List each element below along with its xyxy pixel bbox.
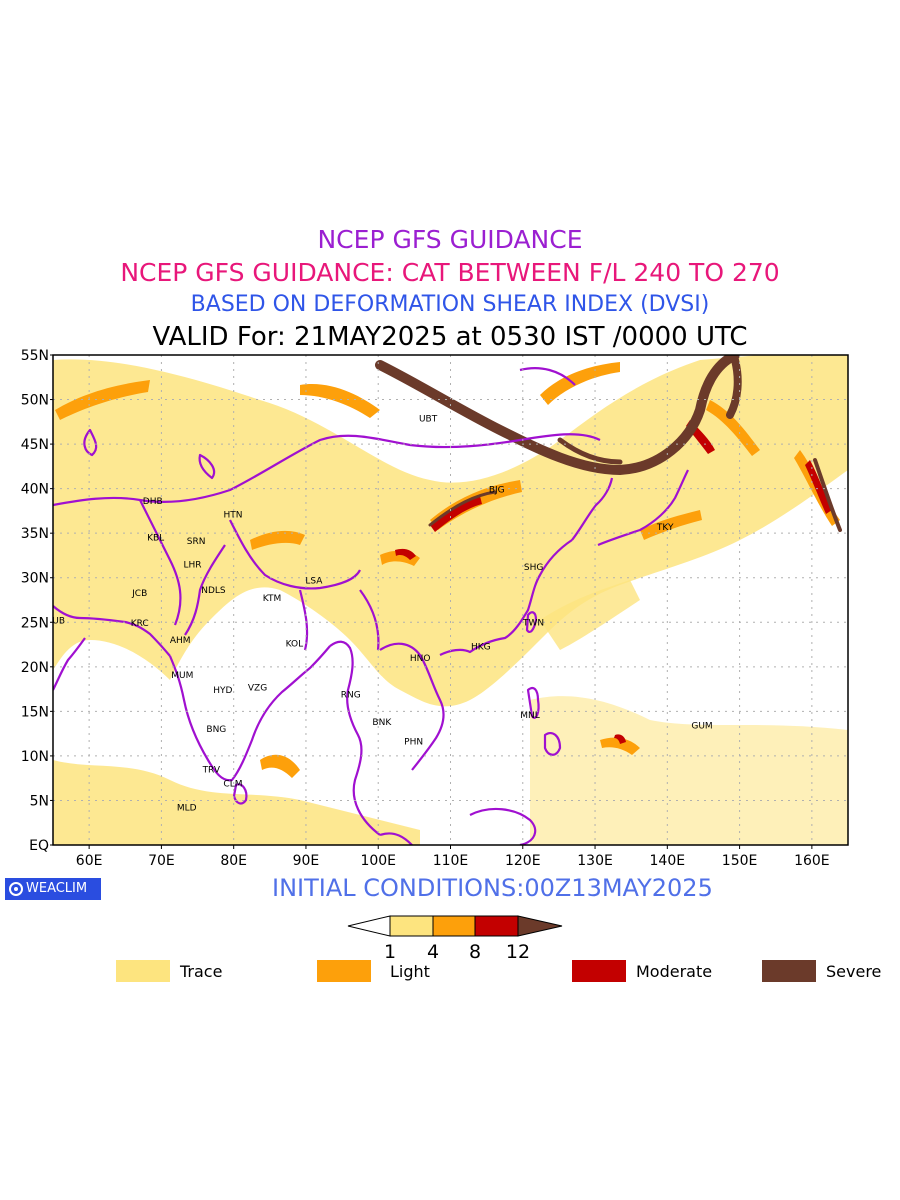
station-label: BNG (206, 725, 226, 735)
lat-label: 35N (21, 526, 49, 542)
legend-label-severe: Severe (826, 962, 882, 981)
station-label: HTN (223, 510, 242, 520)
colorbar: 1 4 8 12 (347, 915, 563, 963)
lon-label: 140E (650, 853, 686, 869)
station-label: SRN (187, 537, 206, 547)
lat-label: 25N (21, 615, 49, 631)
lon-label: 110E (433, 853, 469, 869)
coastlines-and-borders (53, 367, 689, 845)
valid-time-line: VALID For: 21MAY2025 at 0530 IST /0000 U… (152, 322, 748, 352)
lon-label: 80E (220, 853, 247, 869)
initial-conditions: INITIAL CONDITIONS:00Z13MAY2025 (272, 874, 713, 902)
colorbar-segment-trace (389, 915, 434, 937)
station-label: JCB (131, 589, 147, 599)
lat-label: EQ (29, 838, 49, 854)
station-label: HNO (410, 654, 431, 664)
colorbar-upper-arrow (517, 915, 563, 937)
station-label: UBT (419, 414, 438, 424)
station-label: PHN (404, 738, 423, 748)
station-label: KTM (263, 594, 281, 604)
lat-label: 20N (21, 660, 49, 676)
lat-label: 30N (21, 571, 49, 587)
lon-label: 90E (293, 853, 320, 869)
station-label: CLM (223, 780, 242, 790)
map-plot-area: UBT BJG TKY DHB HTN KBL SRN LHR SHG LSA JCB NDLS KTM… (45, 355, 848, 845)
station-label: HYD (213, 686, 232, 696)
station-label: VZG (248, 683, 267, 693)
lat-label: 40N (21, 482, 49, 498)
globe-icon (9, 882, 23, 896)
station-label: TWN (522, 618, 544, 628)
station-label: MUM (171, 671, 193, 681)
lon-label: 160E (794, 853, 830, 869)
title-line-2: NCEP GFS GUIDANCE: CAT BETWEEN F/L 240 T… (120, 258, 780, 287)
colorbar-tick: 12 (506, 941, 530, 963)
station-label: TRV (202, 765, 221, 775)
legend-swatch-moderate (572, 960, 626, 982)
lat-label: 55N (21, 348, 49, 364)
station-label: KRC (131, 619, 149, 629)
lat-label: 15N (21, 704, 49, 720)
logo-text: WEACLIM (26, 881, 88, 896)
station-label: GUM (691, 722, 712, 732)
station-label: KBL (147, 534, 164, 544)
lon-label: 120E (505, 853, 541, 869)
colorbar-tick: 8 (469, 941, 481, 963)
lon-label: 150E (722, 853, 758, 869)
legend-label-light: Light (390, 962, 430, 981)
station-label: SHG (524, 563, 543, 573)
station-label: KOL (286, 640, 304, 650)
lat-label: 10N (21, 749, 49, 765)
legend-swatch-severe (762, 960, 816, 982)
lat-label: 5N (30, 793, 49, 809)
station-labels: UBT BJG TKY DHB HTN KBL SRN LHR SHG LSA JCB NDLS KTM… (45, 414, 713, 814)
grid-lines (53, 355, 848, 845)
weaclim-logo: WEACLIM (5, 878, 101, 900)
station-label: TKY (656, 523, 674, 533)
station-label: DHB (143, 497, 163, 507)
lon-label: 70E (148, 853, 175, 869)
station-label: LHR (183, 560, 201, 570)
station-label: HKG (471, 642, 491, 652)
colorbar-segment-moderate (474, 915, 519, 937)
station-label: BJG (489, 486, 505, 496)
colorbar-tick: 4 (427, 941, 439, 963)
station-label: DUB (45, 616, 65, 626)
title-line-1: NCEP GFS GUIDANCE (317, 225, 583, 254)
lat-label: 45N (21, 437, 49, 453)
station-label: RNG (341, 690, 361, 700)
legend-swatch-trace (116, 960, 170, 982)
station-label: MLD (177, 804, 197, 814)
lon-label: 100E (360, 853, 396, 869)
longitude-labels: 60E 70E 80E 90E 100E 110E 120E 130E 140E 150E 160E (76, 845, 830, 869)
colorbar-tick: 1 (384, 941, 396, 963)
lat-label: 50N (21, 393, 49, 409)
colorbar-lower-arrow (347, 915, 391, 937)
legend-swatch-light (317, 960, 371, 982)
lon-label: 60E (76, 853, 103, 869)
legend-label-moderate: Moderate (636, 962, 713, 981)
station-label: AHM (170, 636, 191, 646)
colorbar-segment-light (432, 915, 476, 937)
title-line-3: BASED ON DEFORMATION SHEAR INDEX (DVSI) (190, 292, 710, 317)
station-label: NDLS (201, 586, 226, 596)
latitude-labels: 55N 50N 45N 40N 35N 30N 25N 20N 15N 10N 5N EQ (21, 348, 53, 854)
station-label: MNL (520, 711, 540, 721)
station-label: BNK (372, 718, 392, 728)
station-label: LSA (305, 576, 323, 586)
lon-label: 130E (577, 853, 613, 869)
legend-label-trace: Trace (180, 962, 223, 981)
